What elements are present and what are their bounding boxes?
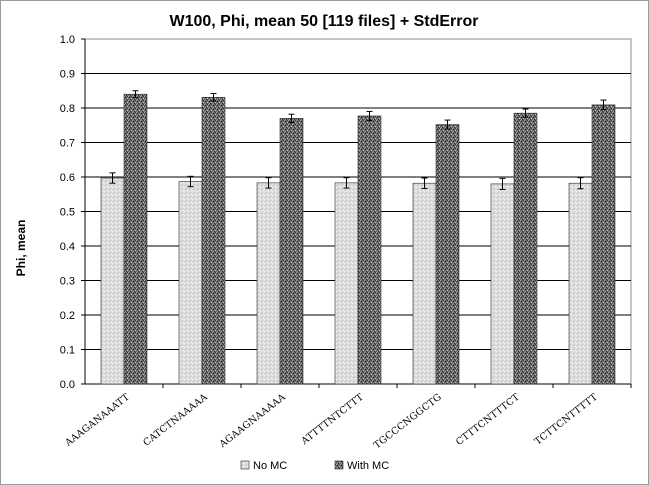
x-category-label: AGAAGNAAAAA — [217, 392, 288, 451]
y-tick-label: 1.0 — [60, 34, 75, 46]
x-category-label: CTTTCNTTTCT — [454, 391, 522, 448]
bar-with-mc — [591, 104, 616, 385]
x-category-label: TCTTCNTTTTT — [533, 391, 601, 447]
x-category-label: TGCCCNGGCTG — [372, 392, 444, 452]
bar-no-mc — [178, 181, 203, 385]
error-bar-no-mc — [343, 177, 350, 189]
error-bar-no-mc — [265, 177, 272, 189]
error-bar-no-mc — [109, 172, 116, 184]
x-category-label: ATTTTNTCTTT — [299, 391, 367, 447]
bar-no-mc — [490, 183, 515, 385]
error-bar-no-mc — [421, 177, 428, 189]
y-tick-label: 0.5 — [60, 207, 75, 219]
x-category-label: CATCTNAAAAA — [141, 392, 210, 449]
legend-swatch-no-mc — [240, 460, 250, 470]
bar-with-mc — [357, 115, 382, 385]
legend-swatch-with-mc — [334, 460, 344, 470]
y-tick-label: 0.1 — [60, 345, 75, 357]
bar-with-mc — [279, 118, 304, 385]
bar-with-mc — [123, 93, 148, 385]
y-tick-label: 0.4 — [60, 241, 75, 253]
error-bar-with-mc — [444, 119, 451, 130]
y-tick-label: 0.3 — [60, 276, 75, 288]
y-tick-label: 0.2 — [60, 310, 75, 322]
bar-no-mc — [412, 182, 437, 385]
legend: No MC With MC — [240, 460, 389, 472]
bar-no-mc — [256, 182, 281, 385]
error-bar-no-mc — [187, 175, 194, 188]
x-category-label: AAAGANAAATT — [62, 391, 132, 449]
y-axis-label: Phi, mean — [14, 220, 28, 277]
bar-with-mc — [513, 112, 538, 385]
y-tick-label: 0.6 — [60, 172, 75, 184]
y-tick-label: 0.7 — [60, 138, 75, 150]
error-bar-with-mc — [210, 93, 217, 102]
error-bar-with-mc — [132, 90, 139, 99]
error-bar-no-mc — [499, 177, 506, 190]
error-bar-with-mc — [522, 108, 529, 118]
error-bar-with-mc — [600, 99, 607, 111]
legend-label: No MC — [253, 460, 287, 472]
bar-with-mc — [435, 124, 460, 385]
error-bar-no-mc — [577, 177, 584, 190]
bar-no-mc — [334, 182, 359, 385]
error-bar-with-mc — [288, 113, 295, 123]
y-tick-label: 0.8 — [60, 103, 75, 115]
error-bar-with-mc — [366, 110, 373, 121]
y-tick-label: 0.0 — [60, 379, 75, 391]
bar-no-mc — [568, 182, 593, 385]
y-tick-label: 0.9 — [60, 69, 75, 81]
bar-no-mc — [100, 177, 125, 385]
bar-with-mc — [201, 97, 226, 385]
legend-label: With MC — [347, 460, 389, 472]
chart-title: W100, Phi, mean 50 [119 files] + StdErro… — [169, 13, 478, 30]
